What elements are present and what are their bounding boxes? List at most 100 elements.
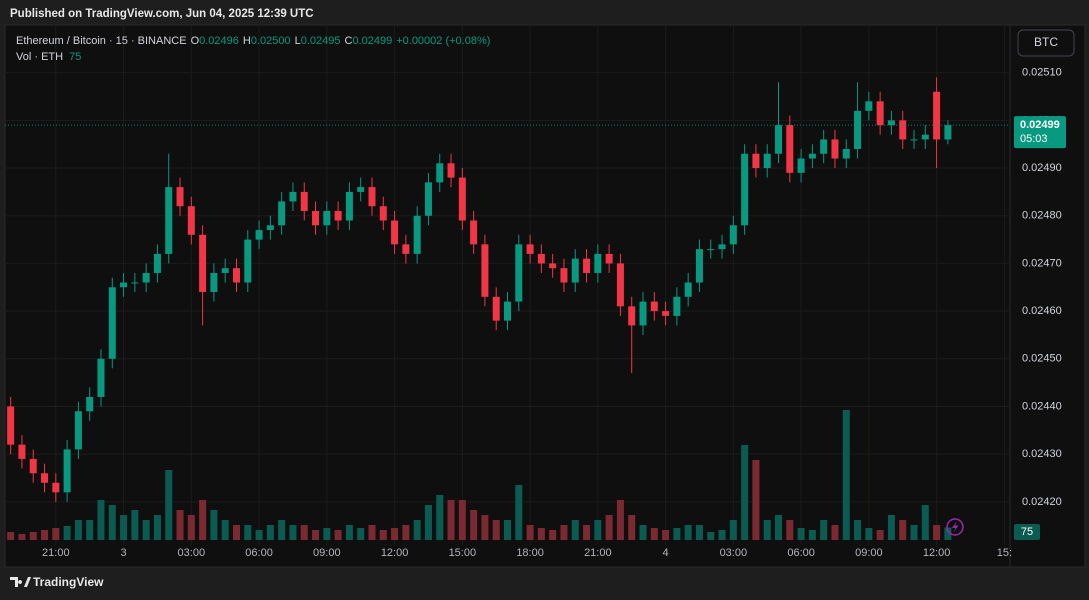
volume-value: 75 <box>69 51 81 63</box>
volume-bar <box>628 515 636 540</box>
volume-bar <box>707 532 715 540</box>
grid <box>5 25 1010 545</box>
symbol: Ethereum / Bitcoin · 15 · BINANCE <box>16 35 187 47</box>
x-tick-label: 03:00 <box>720 547 748 559</box>
candle-body <box>29 458 37 474</box>
volume-bar <box>560 525 568 540</box>
published-note: Published on TradingView.com, Jun 04, 20… <box>10 8 314 20</box>
button-label[interactable]: BTC <box>1034 35 1058 49</box>
candle-body <box>639 301 647 326</box>
candle-body <box>718 244 726 250</box>
icon-ring[interactable] <box>946 518 964 536</box>
x-tick-label: 3 <box>121 547 127 559</box>
candle-body <box>300 191 308 211</box>
volume-bar <box>549 530 557 540</box>
volume-bar <box>639 525 647 540</box>
ohlc-key: L <box>295 35 301 47</box>
y-tick-label: 0.02430 <box>1022 448 1062 460</box>
candle-body <box>176 187 184 207</box>
volume-bar <box>165 470 173 540</box>
x-tick-label: 12:00 <box>381 547 409 559</box>
volume-bar <box>616 500 624 540</box>
candle-body <box>537 253 545 264</box>
volume-bar <box>278 520 286 540</box>
volume-bar <box>447 500 455 540</box>
volume-bar <box>921 505 929 540</box>
candle-body <box>492 296 500 321</box>
volume-value-box <box>1014 524 1040 540</box>
volume-pane <box>7 410 952 540</box>
volume-bar <box>910 525 918 540</box>
volume-bar <box>684 525 692 540</box>
candle-body <box>131 282 139 284</box>
volume-bar <box>854 520 862 540</box>
button-frame[interactable] <box>1017 29 1075 57</box>
candle-body <box>594 253 602 273</box>
volume-bar <box>515 485 523 540</box>
volume-bar <box>492 520 500 540</box>
volume-bar <box>526 525 534 540</box>
brand-logo <box>10 577 31 587</box>
volume-bar <box>503 520 512 540</box>
y-tick-label: 0.02450 <box>1022 353 1062 365</box>
candle-body <box>424 182 432 216</box>
y-tick-label: 0.02510 <box>1022 67 1062 79</box>
volume-bar <box>29 532 37 540</box>
volume-bar <box>808 530 816 540</box>
volume-bar <box>289 525 297 540</box>
volume-value-label: 75 <box>1021 526 1033 538</box>
candle-body <box>481 244 489 297</box>
volume-bar <box>605 515 613 540</box>
volume-bar <box>673 528 681 540</box>
volume-bar <box>312 530 320 540</box>
volume-bar <box>266 525 274 540</box>
candle-body <box>786 125 794 173</box>
volume-bar <box>741 445 749 540</box>
candle-body <box>797 158 805 173</box>
candle-body <box>842 148 850 159</box>
ohlc-value: 0.02495 <box>301 35 341 47</box>
candle-body <box>673 296 681 316</box>
ohlc-value: 0.02500 <box>251 35 291 47</box>
x-tick-label: 15: <box>997 547 1012 559</box>
candle-body <box>549 263 557 269</box>
legend-row: Ethereum / Bitcoin · 15 · BINANCE O 0.0249… <box>16 35 490 47</box>
volume-bar <box>334 530 342 540</box>
candle-body <box>707 249 715 251</box>
candle-body <box>752 153 760 169</box>
volume-bar <box>74 520 82 540</box>
currency-button[interactable]: BTC <box>1017 29 1075 57</box>
candle-body <box>266 225 274 231</box>
candle-body <box>52 482 60 493</box>
volume-bar <box>7 532 15 540</box>
volume-bar <box>752 460 760 540</box>
volume-bar <box>424 505 432 540</box>
volume-bar <box>221 520 229 540</box>
candle-body <box>323 210 331 226</box>
alert-icon[interactable] <box>946 518 964 536</box>
volume-bar <box>176 510 184 540</box>
volume-bar <box>86 520 94 540</box>
candle-body <box>41 473 49 483</box>
ohlc-key: O <box>191 35 200 47</box>
volume-bar <box>436 495 444 540</box>
candle-body <box>18 444 26 459</box>
candle-body <box>210 272 218 293</box>
candle-body <box>729 225 737 245</box>
ohlc-key: C <box>345 35 353 47</box>
candle-body <box>887 120 895 126</box>
volume-bar <box>300 525 308 540</box>
x-tick-label: 18:00 <box>516 547 544 559</box>
candle-body <box>97 358 105 397</box>
volume-bar <box>786 520 794 540</box>
candle-body <box>695 249 703 283</box>
candle-body <box>831 139 839 159</box>
volume-bar <box>357 528 365 540</box>
volume-bar <box>97 500 105 540</box>
y-tick-label: 0.02420 <box>1022 496 1062 508</box>
volume-bar <box>187 515 195 540</box>
candle-body <box>153 253 161 273</box>
icon-bolt[interactable] <box>952 521 959 533</box>
